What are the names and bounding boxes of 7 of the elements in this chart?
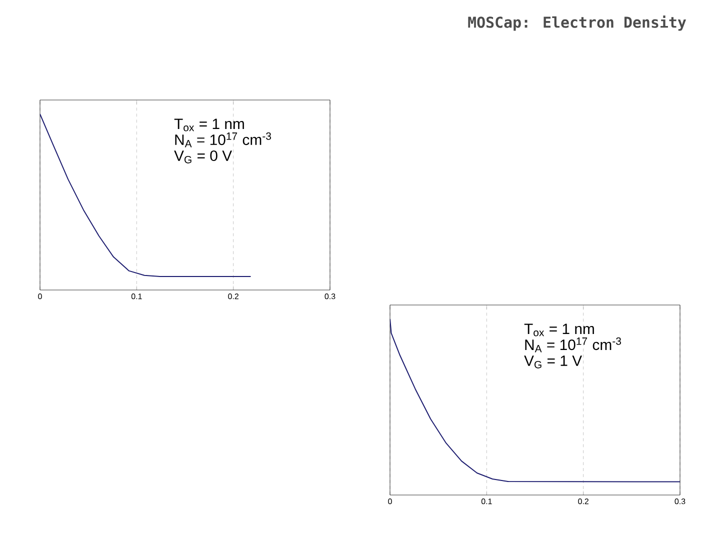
annotation: V$_{G}$ = 0 V: [174, 150, 232, 164]
annotation: T$_{ox}$ = 1 nm: [174, 118, 244, 132]
annotation: V$_{G}$ = 1 V: [524, 356, 582, 368]
annotation: N$_{A}$ = 10$^{17}$ cm$^{-3}$: [525, 337, 621, 352]
chart-title: MOSCap: Electron Density: [468, 16, 686, 31]
annotation: T$_{ox}$ = 1 nm: [524, 324, 594, 336]
annotation: N$_{A}$ = 10$^{17}$ cm$^{-3}$: [175, 132, 271, 148]
